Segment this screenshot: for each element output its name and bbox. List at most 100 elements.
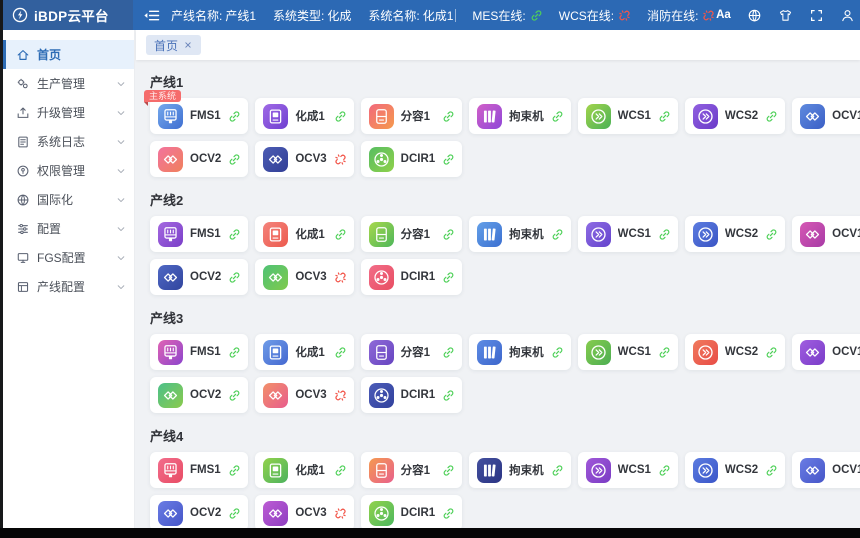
theme-icon[interactable] [777,7,793,23]
chevron-down-icon [116,224,126,234]
sidebar-item-i18n[interactable]: 国际化 [3,185,134,214]
sidebar-item-permission[interactable]: 权限管理 [3,156,134,185]
app-card-huacheng1[interactable]: 化成1 [255,216,354,252]
card-label: 分容1 [400,347,431,359]
app-card-dcir1[interactable]: DCIR1 [360,495,463,531]
app-title: iBDP云平台 [34,9,109,24]
sidebar-item-label: 系统日志 [37,135,86,149]
app-card-fenrong1[interactable]: 分容1 [360,334,463,370]
status-label: 消防在线: [647,8,699,23]
sidebar-item-home[interactable]: 首页 [3,40,134,69]
app-card-wcs1[interactable]: WCS1 [577,334,678,370]
app-card-ocv3[interactable]: OCV3 [255,259,354,295]
app-card-dcir1[interactable]: DCIR1 [360,377,463,413]
app-card-jushuji[interactable]: 拘束机 [469,216,571,252]
app-card-fenrong1[interactable]: 分容1 [360,452,463,488]
card-label: WCS2 [724,228,759,240]
card-label: OCV2 [190,507,222,519]
chevron-down-icon [116,108,126,118]
formation-icon [263,457,289,483]
app-card-dcir1[interactable]: DCIR1 [360,141,463,177]
tab-bar: 首页 [136,30,860,60]
app-card-ocv1[interactable]: OCV1 [792,334,860,370]
app-card-jushuji[interactable]: 拘束机 [469,452,571,488]
app-card-fms1[interactable]: FMS1 [150,334,249,370]
app-card-ocv2[interactable]: OCV2 [150,377,249,413]
tab-label: 首页 [154,38,179,53]
app-card-ocv1[interactable]: OCV1 [792,216,860,252]
sidebar-item-line-config[interactable]: 产线配置 [3,272,134,301]
card-label: WCS2 [724,346,759,358]
app-card-ocv2[interactable]: OCV2 [150,259,249,295]
app-card-fms1[interactable]: 主系统 FMS1 [144,90,249,134]
app-card-ocv2[interactable]: OCV2 [150,141,249,177]
app-card-wcs2[interactable]: WCS2 [684,98,786,134]
app-card-ocv3[interactable]: OCV3 [255,495,354,531]
sidebar-collapse-icon[interactable] [143,8,160,23]
header-info-system-name: 系统名称: 化成1 [368,7,453,24]
wcs-icon [692,339,718,365]
permission-icon [16,164,30,178]
app-card-ocv2[interactable]: OCV2 [150,495,249,531]
app-card-ocv1[interactable]: OCV1 [792,98,860,134]
tab-home[interactable]: 首页 [146,35,202,55]
sidebar-item-production[interactable]: 生产管理 [3,69,134,98]
fullscreen-icon[interactable] [808,7,824,23]
app-card-dcir1[interactable]: DCIR1 [360,259,463,295]
chevron-down-icon [116,137,126,147]
card-label: WCS1 [617,346,651,358]
card-label: 化成1 [295,229,325,241]
card-grid: 主系统 FMS1 化成1 分容1 拘束机 WCS1 WCS2 OCV1 OCV2 OCV3 DCIR… [144,90,860,177]
ocv-icon [800,339,826,365]
user-icon[interactable] [839,7,855,23]
sidebar-item-syslog[interactable]: 系统日志 [3,127,134,156]
app-card-ocv3[interactable]: OCV3 [255,141,354,177]
app-card-wcs1[interactable]: WCS1 [577,216,678,252]
dcir-icon [368,382,394,408]
close-icon[interactable] [183,40,193,50]
app-card-wcs1[interactable]: WCS1 [577,98,678,134]
restraint-icon [477,457,503,483]
app-card-wcs1[interactable]: WCS1 [577,452,678,488]
app-card-fms1[interactable]: FMS1 [150,216,249,252]
header-actions: Aa [715,7,860,23]
card-label: 拘束机 [509,111,544,123]
broken-link-icon [702,9,715,22]
app-card-fms1[interactable]: FMS1 [150,452,249,488]
sidebar-item-upgrade[interactable]: 升级管理 [3,98,134,127]
font-size-icon[interactable]: Aa [716,9,731,21]
app-card-wcs2[interactable]: WCS2 [684,452,786,488]
link-icon [228,507,241,520]
app-card-wcs2[interactable]: WCS2 [684,216,786,252]
link-icon [551,464,564,477]
app-card-huacheng1[interactable]: 化成1 [255,98,354,134]
app-card-huacheng1[interactable]: 化成1 [255,452,354,488]
section-title: 产线2 [150,193,184,208]
app-card-fenrong1[interactable]: 分容1 [360,216,463,252]
link-icon [228,228,241,241]
link-icon [334,346,347,359]
status-label: MES在线: [472,8,526,23]
broken-link-icon [334,507,347,520]
sidebar-item-config[interactable]: 配置 [3,214,134,243]
sidebar-item-fgs-config[interactable]: FGS配置 [3,243,134,272]
logo-area: iBDP云平台 [0,0,133,30]
section-title: 产线1 [150,75,184,90]
language-icon[interactable] [746,7,762,23]
info-label: 产线名称: [171,8,223,23]
header-divider [455,8,457,22]
app-card-ocv1[interactable]: OCV1 [792,452,860,488]
link-icon [442,110,455,123]
sidebar-item-label: 国际化 [37,193,74,207]
app-card-huacheng1[interactable]: 化成1 [255,334,354,370]
card-label: OCV3 [295,507,327,519]
app-card-ocv3[interactable]: OCV3 [255,377,354,413]
grading-icon [368,103,394,129]
link-icon [228,346,241,359]
ocv-icon [158,264,183,290]
app-card-fenrong1[interactable]: 分容1 [360,98,463,134]
app-card-jushuji[interactable]: 拘束机 [469,334,571,370]
app-card-jushuji[interactable]: 拘束机 [469,98,571,134]
app-card-wcs2[interactable]: WCS2 [684,334,786,370]
dcir-icon [368,500,394,526]
